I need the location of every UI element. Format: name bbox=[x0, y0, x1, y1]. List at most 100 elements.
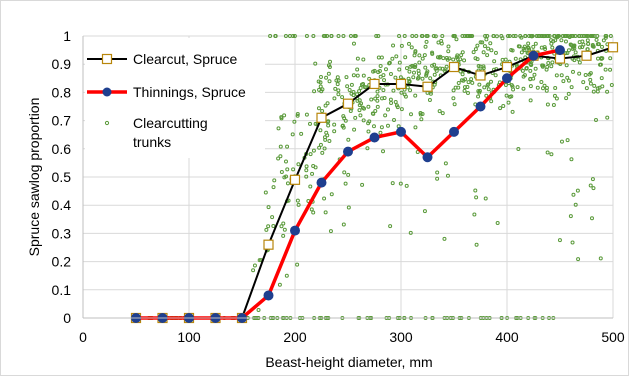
scatter-point bbox=[325, 101, 330, 106]
scatter-point bbox=[559, 38, 564, 43]
thinnings-marker bbox=[316, 177, 327, 188]
scatter-point bbox=[375, 94, 380, 99]
legend-label-trunks: Clearcutting trunks bbox=[133, 115, 208, 150]
scatter-point bbox=[310, 171, 315, 176]
scatter-point bbox=[488, 79, 493, 84]
scatter-point bbox=[278, 154, 283, 159]
scatter-point bbox=[475, 57, 480, 62]
scatter-point bbox=[332, 96, 337, 101]
clearcut-marker bbox=[316, 112, 327, 123]
scatter-point bbox=[565, 138, 570, 143]
scatter-point bbox=[336, 88, 341, 93]
scatter-point bbox=[441, 56, 446, 61]
scatter-point bbox=[413, 93, 418, 98]
scatter-point bbox=[427, 98, 432, 103]
scatter-point bbox=[485, 53, 490, 58]
scatter-point bbox=[600, 84, 605, 89]
scatter-point bbox=[563, 51, 568, 56]
scatter-point bbox=[542, 45, 547, 50]
scatter-point bbox=[278, 144, 283, 149]
thinnings-marker bbox=[528, 50, 539, 61]
scatter-point bbox=[407, 69, 412, 74]
scatter-point bbox=[271, 224, 276, 229]
clearcut-marker bbox=[263, 239, 274, 250]
scatter-point bbox=[266, 205, 271, 210]
scatter-point bbox=[380, 96, 385, 101]
scatter-point bbox=[334, 78, 339, 83]
scatter-point bbox=[516, 147, 521, 152]
scatter-point bbox=[598, 62, 603, 67]
scatter-point bbox=[553, 85, 558, 90]
scatter-point bbox=[544, 85, 549, 90]
scatter-point bbox=[295, 198, 300, 203]
scatter-point bbox=[406, 41, 411, 46]
scatter-point bbox=[588, 71, 593, 76]
scatter-point bbox=[366, 129, 371, 134]
scatter-point bbox=[263, 190, 268, 195]
scatter-point bbox=[304, 168, 309, 173]
scatter-point bbox=[279, 116, 284, 121]
scatter-point bbox=[600, 56, 605, 61]
scatter-point bbox=[379, 55, 384, 60]
scatter-point bbox=[415, 149, 420, 154]
scatter-point bbox=[599, 76, 604, 81]
scatter-point bbox=[451, 57, 456, 62]
scatter-point bbox=[424, 39, 429, 44]
scatter-point bbox=[422, 209, 427, 214]
scatter-point bbox=[460, 34, 465, 38]
legend: Clearcut, Spruce Thinnings, Spruce Clearcu… bbox=[85, 38, 265, 158]
scatter-point bbox=[378, 130, 383, 135]
scatter-point bbox=[364, 85, 369, 90]
scatter-point bbox=[284, 174, 289, 179]
scatter-point bbox=[432, 82, 437, 87]
scatter-point bbox=[528, 98, 533, 103]
x-tick-label: 200 bbox=[283, 329, 307, 345]
scatter-point bbox=[445, 173, 450, 178]
clearcut-marker bbox=[607, 42, 619, 53]
scatter-point bbox=[349, 82, 354, 87]
x-axis-label: Beast-height diameter, mm bbox=[265, 354, 432, 370]
scatter-point bbox=[545, 34, 550, 38]
y-tick-label: 0.7 bbox=[52, 113, 72, 129]
scatter-point bbox=[566, 78, 571, 83]
scatter-point bbox=[327, 139, 332, 144]
scatter-point bbox=[407, 79, 412, 84]
scatter-point bbox=[264, 227, 269, 232]
scatter-point bbox=[521, 74, 526, 79]
scatter-point bbox=[459, 78, 464, 83]
scatter-point bbox=[552, 93, 557, 98]
scatter-point bbox=[413, 50, 418, 55]
scatter-point bbox=[568, 42, 573, 47]
scatter-point bbox=[535, 85, 540, 90]
scatter-point bbox=[352, 127, 357, 132]
scatter-point bbox=[419, 117, 424, 122]
scatter-point bbox=[513, 56, 518, 61]
scatter-point bbox=[266, 224, 271, 229]
scatter-point bbox=[556, 34, 561, 38]
y-tick-label: 0.8 bbox=[52, 84, 72, 100]
scatter-point bbox=[425, 34, 430, 38]
scatter-point bbox=[588, 183, 593, 188]
scatter-point bbox=[440, 111, 445, 116]
scatter-point bbox=[491, 34, 496, 38]
scatter-point bbox=[433, 66, 438, 71]
scatter-point bbox=[276, 156, 281, 161]
x-tick-label: 100 bbox=[177, 329, 201, 345]
scatter-point bbox=[341, 125, 346, 130]
scatter-point bbox=[565, 75, 570, 80]
scatter-point bbox=[366, 104, 371, 109]
scatter-point bbox=[379, 125, 384, 130]
scatter-point bbox=[570, 46, 575, 51]
scatter-point bbox=[590, 43, 595, 48]
scatter-point bbox=[304, 34, 309, 38]
scatter-point bbox=[527, 34, 532, 38]
scatter-point bbox=[509, 47, 514, 52]
scatter-point bbox=[589, 34, 594, 38]
scatter-point bbox=[577, 60, 582, 65]
scatter-point bbox=[510, 109, 515, 114]
scatter-point bbox=[346, 137, 351, 142]
scatter-point bbox=[608, 56, 613, 61]
x-tick-label: 0 bbox=[79, 329, 87, 345]
scatter-point bbox=[322, 146, 327, 151]
scatter-point bbox=[586, 41, 591, 46]
